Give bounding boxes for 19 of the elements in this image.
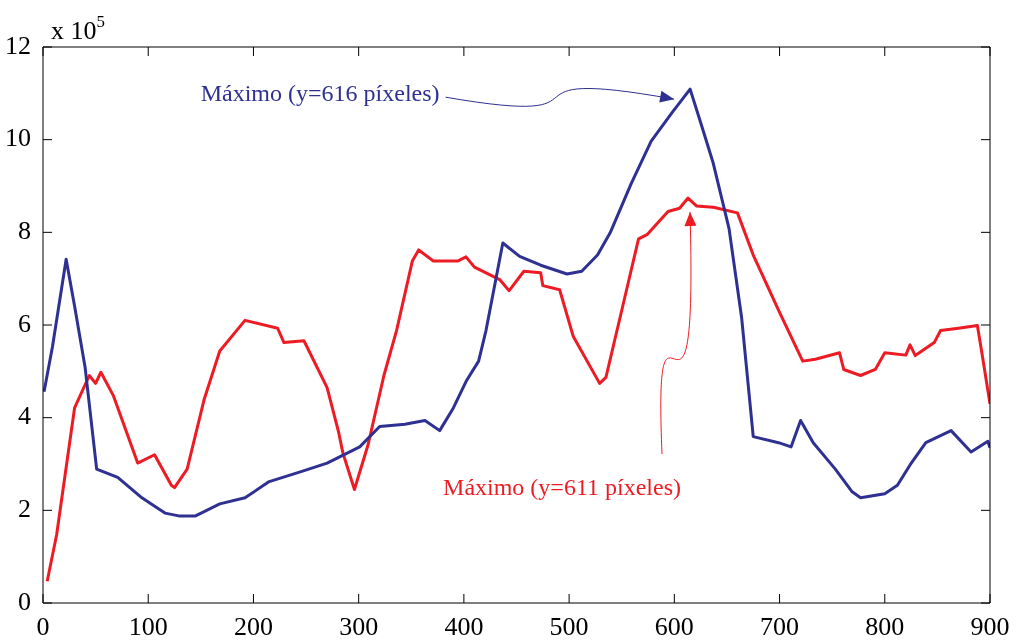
annotation: Máximo (y=616 píxeles)	[200, 80, 440, 107]
x-tick-label: 800	[865, 612, 905, 640]
y-tick-label: 8	[18, 216, 31, 246]
x-tick-label: 400	[444, 612, 484, 640]
x-tick-label: 700	[760, 612, 800, 640]
y-tick-label: 10	[5, 123, 31, 153]
x-tick-label: 100	[128, 612, 168, 640]
y-tick-label: 6	[18, 308, 31, 338]
x-tick-label: 600	[654, 612, 694, 640]
x-tick-label: 0	[36, 612, 50, 640]
y-tick-label: 4	[18, 401, 31, 431]
x-tick-label: 900	[970, 612, 1010, 640]
annotation: Máximo (y=611 píxeles)	[443, 474, 681, 501]
y-tick-label: 0	[18, 586, 31, 616]
x-tick-label: 300	[339, 612, 379, 640]
y-tick-label: 2	[18, 494, 31, 524]
x-tick-label: 500	[549, 612, 589, 640]
x-tick-label: 200	[233, 612, 273, 640]
y-tick-label: 12	[5, 30, 31, 60]
